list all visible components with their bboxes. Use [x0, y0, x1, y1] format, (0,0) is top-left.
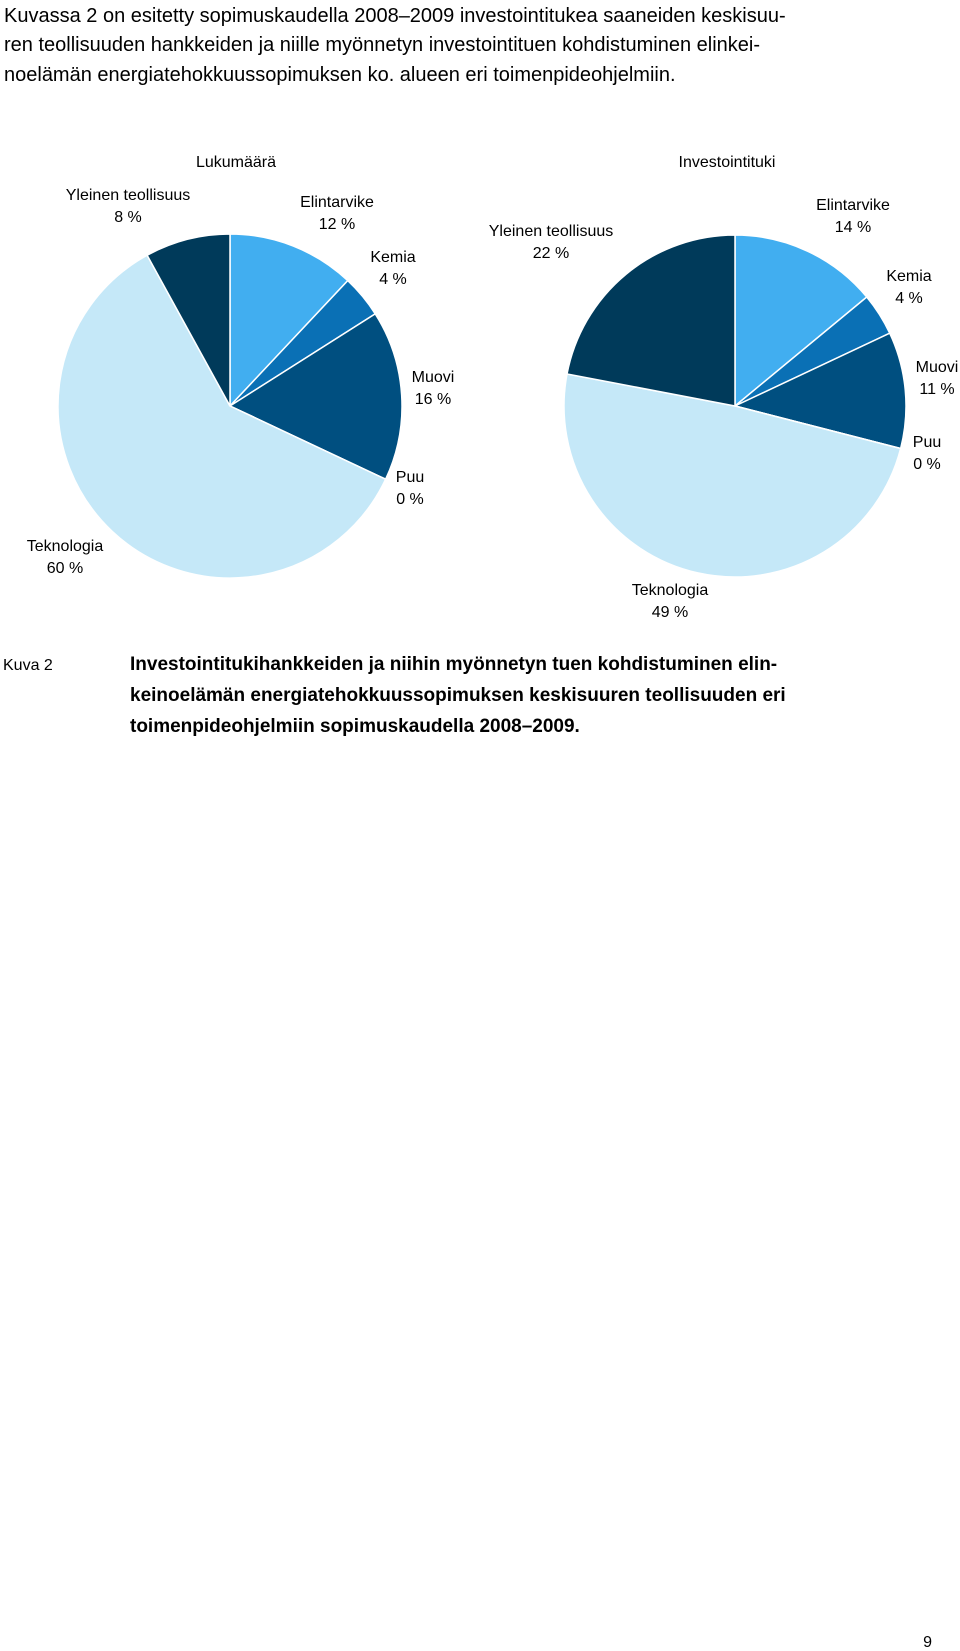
slice-label: Muovi: [916, 359, 959, 376]
chart-title: Investointituki: [679, 154, 776, 171]
chart-title: Lukumäärä: [196, 154, 276, 171]
slice-label: Yleinen teollisuus: [66, 187, 191, 204]
pie-slice: [563, 373, 902, 578]
slice-value-label: 60 %: [47, 560, 83, 577]
slice-value-label: 0 %: [913, 456, 941, 473]
paragraph-line: noelämän energiatehokkuussopimuksen ko. …: [4, 64, 676, 86]
paragraph-line: ren teollisuuden hankkeiden ja niille my…: [4, 34, 760, 56]
page-number: 9: [923, 1634, 932, 1651]
slice-label: Kemia: [886, 268, 931, 285]
slice-value-label: 16 %: [415, 391, 451, 408]
slice-label: Teknologia: [27, 538, 104, 555]
slice-value-label: 4 %: [379, 271, 407, 288]
caption-label: Kuva 2: [3, 657, 53, 674]
slice-value-label: 14 %: [835, 219, 871, 236]
caption-line: toimenpideohjelmiin sopimuskaudella 2008…: [130, 716, 580, 737]
slice-value-label: 11 %: [919, 381, 954, 398]
caption-line: Investointitukihankkeiden ja niihin myön…: [130, 654, 777, 675]
pie-slice: [57, 254, 387, 579]
slice-value-label: 0 %: [396, 491, 424, 508]
slice-label: Puu: [396, 469, 424, 486]
pie-slice: [566, 234, 736, 407]
pie-slice: [734, 234, 868, 408]
slice-label: Muovi: [412, 369, 455, 386]
slice-label: Kemia: [370, 249, 415, 266]
slice-value-label: 4 %: [895, 290, 923, 307]
slice-label: Yleinen teollisuus: [489, 223, 614, 240]
pie-slice: [228, 312, 403, 481]
pie-slice: [146, 233, 231, 407]
pie-slice: [229, 233, 349, 408]
slice-value-label: 22 %: [533, 245, 569, 262]
slice-value-label: 49 %: [652, 604, 688, 621]
pie-slice: [732, 332, 907, 450]
slice-label: Teknologia: [632, 582, 709, 599]
paragraph-line: Kuvassa 2 on esitetty sopimuskaudella 20…: [4, 5, 786, 27]
slice-value-label: 12 %: [319, 216, 355, 233]
slice-label: Elintarvike: [300, 194, 374, 211]
caption-line: keinoelämän energiatehokkuussopimuksen k…: [130, 685, 786, 706]
slice-label: Elintarvike: [816, 197, 890, 214]
slice-label: Puu: [913, 434, 941, 451]
slice-value-label: 8 %: [114, 209, 142, 226]
